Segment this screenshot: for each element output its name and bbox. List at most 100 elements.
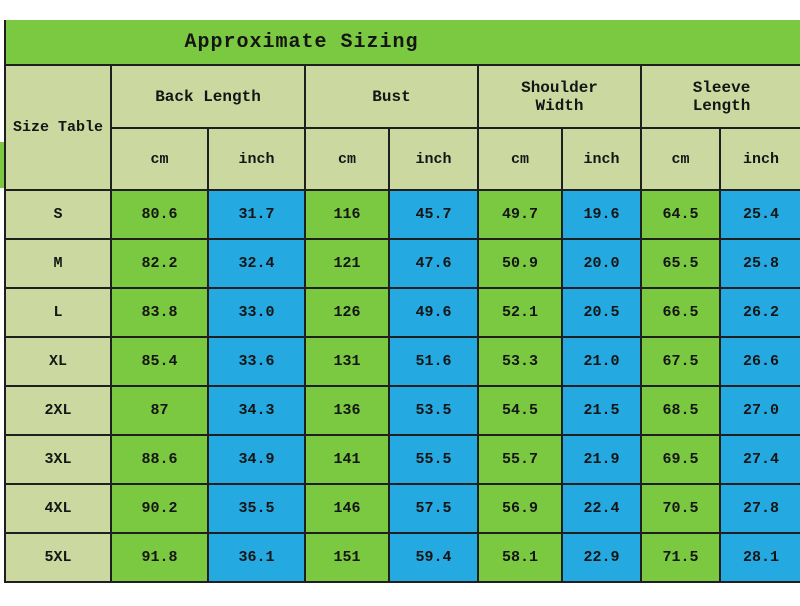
value-cell: 25.4	[718, 189, 800, 240]
value-cell: 27.8	[718, 483, 800, 534]
value-cell: 131	[304, 336, 390, 387]
value-cell: 65.5	[640, 238, 721, 289]
value-cell: 26.6	[718, 336, 800, 387]
left-edge-green-strip	[0, 142, 4, 188]
column-group-shoulder-width: Shoulder Width	[477, 64, 642, 129]
unit-header-inch: inch	[207, 127, 306, 191]
value-cell: 28.1	[718, 532, 800, 583]
value-cell: 83.8	[110, 287, 209, 338]
value-cell: 68.5	[640, 385, 721, 436]
table-row: 3XL 88.6 34.9 141 55.5 55.7 21.9 69.5 27…	[4, 434, 800, 485]
value-cell: 52.1	[477, 287, 563, 338]
value-cell: 53.3	[477, 336, 563, 387]
column-group-header-row: Size Table Back Length Bust Shoulder Wid…	[4, 64, 800, 191]
size-label: 4XL	[4, 483, 112, 534]
unit-header-cm: cm	[304, 127, 390, 191]
value-cell: 88.6	[110, 434, 209, 485]
value-cell: 34.3	[207, 385, 306, 436]
value-cell: 27.0	[718, 385, 800, 436]
value-cell: 19.6	[561, 189, 642, 240]
value-cell: 121	[304, 238, 390, 289]
value-cell: 45.7	[388, 189, 479, 240]
table-row: 4XL 90.2 35.5 146 57.5 56.9 22.4 70.5 27…	[4, 483, 800, 534]
value-cell: 146	[304, 483, 390, 534]
unit-header-row: cm inch cm inch cm inch cm inch	[5, 127, 800, 191]
table-row: S 80.6 31.7 116 45.7 49.7 19.6 64.5 25.4	[4, 189, 800, 240]
value-cell: 55.7	[477, 434, 563, 485]
unit-header-inch: inch	[561, 127, 642, 191]
value-cell: 21.5	[561, 385, 642, 436]
size-label: 2XL	[4, 385, 112, 436]
value-cell: 59.4	[388, 532, 479, 583]
value-cell: 50.9	[477, 238, 563, 289]
value-cell: 70.5	[640, 483, 721, 534]
value-cell: 20.5	[561, 287, 642, 338]
table-row: XL 85.4 33.6 131 51.6 53.3 21.0 67.5 26.…	[4, 336, 800, 387]
table-row: M 82.2 32.4 121 47.6 50.9 20.0 65.5 25.8	[4, 238, 800, 289]
size-label: XL	[4, 336, 112, 387]
column-group-label: Shoulder Width	[521, 78, 598, 115]
value-cell: 31.7	[207, 189, 306, 240]
value-cell: 33.0	[207, 287, 306, 338]
value-cell: 57.5	[388, 483, 479, 534]
value-cell: 56.9	[477, 483, 563, 534]
value-cell: 90.2	[110, 483, 209, 534]
value-cell: 85.4	[110, 336, 209, 387]
value-cell: 136	[304, 385, 390, 436]
value-cell: 49.7	[477, 189, 563, 240]
table-row: 2XL 87 34.3 136 53.5 54.5 21.5 68.5 27.0	[4, 385, 800, 436]
value-cell: 64.5	[640, 189, 721, 240]
value-cell: 141	[304, 434, 390, 485]
value-cell: 21.9	[561, 434, 642, 485]
value-cell: 36.1	[207, 532, 306, 583]
value-cell: 58.1	[477, 532, 563, 583]
unit-header-inch: inch	[388, 127, 479, 191]
value-cell: 21.0	[561, 336, 642, 387]
value-cell: 54.5	[477, 385, 563, 436]
value-cell: 27.4	[718, 434, 800, 485]
size-table-body: S 80.6 31.7 116 45.7 49.7 19.6 64.5 25.4…	[4, 189, 800, 583]
title-row: Approximate Sizing	[3, 20, 800, 66]
value-cell: 25.8	[718, 238, 800, 289]
column-group-bust: Bust	[304, 64, 479, 129]
value-cell: 47.6	[388, 238, 479, 289]
column-group-label: Bust	[372, 87, 411, 106]
column-group-back-length: Back Length	[110, 64, 306, 129]
value-cell: 20.0	[561, 238, 642, 289]
corner-label-size-table: Size Table	[4, 64, 112, 191]
value-cell: 69.5	[640, 434, 721, 485]
size-label: L	[4, 287, 112, 338]
table-title: Approximate Sizing	[3, 20, 800, 66]
value-cell: 26.2	[718, 287, 800, 338]
value-cell: 34.9	[207, 434, 306, 485]
value-cell: 33.6	[207, 336, 306, 387]
value-cell: 53.5	[388, 385, 479, 436]
column-group-label: Sleeve Length	[692, 78, 751, 115]
value-cell: 66.5	[640, 287, 721, 338]
size-table: Approximate Sizing Size Table Back Lengt…	[3, 20, 800, 583]
column-group-sleeve-length: Sleeve Length	[639, 64, 800, 129]
value-cell: 22.9	[561, 532, 642, 583]
unit-header-cm: cm	[110, 127, 209, 191]
unit-header-cm: cm	[477, 127, 563, 191]
size-label: M	[4, 238, 112, 289]
value-cell: 35.5	[207, 483, 306, 534]
unit-header-cm: cm	[640, 127, 721, 191]
size-label: 3XL	[4, 434, 112, 485]
value-cell: 55.5	[388, 434, 479, 485]
value-cell: 87	[110, 385, 209, 436]
size-label: S	[4, 189, 112, 240]
value-cell: 49.6	[388, 287, 479, 338]
value-cell: 82.2	[110, 238, 209, 289]
value-cell: 22.4	[561, 483, 642, 534]
value-cell: 126	[304, 287, 390, 338]
value-cell: 32.4	[207, 238, 306, 289]
value-cell: 116	[304, 189, 390, 240]
value-cell: 51.6	[388, 336, 479, 387]
value-cell: 151	[304, 532, 390, 583]
unit-header-inch: inch	[718, 127, 800, 191]
value-cell: 67.5	[640, 336, 721, 387]
value-cell: 80.6	[110, 189, 209, 240]
value-cell: 91.8	[110, 532, 209, 583]
